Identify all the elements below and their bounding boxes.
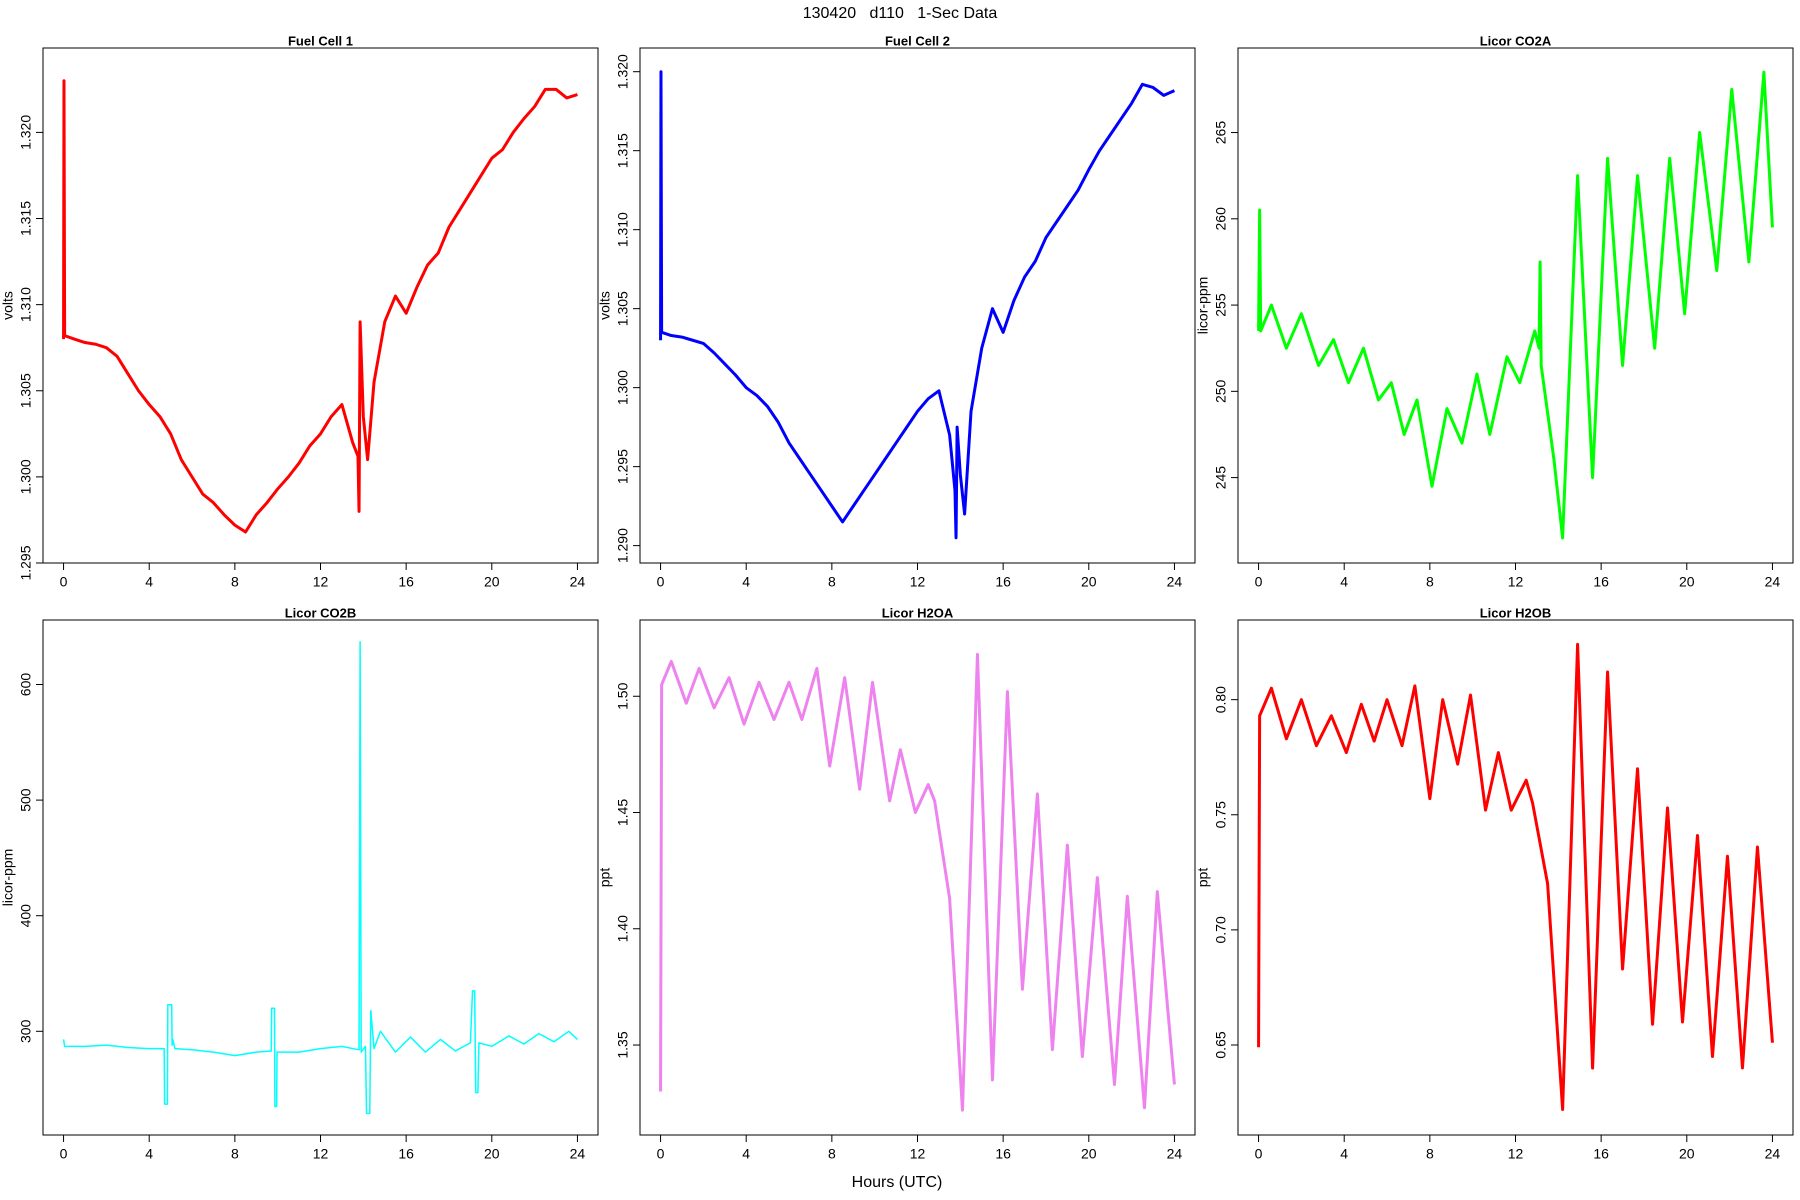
plot-frame xyxy=(1237,619,1794,1136)
y-tick-label: 245 xyxy=(1213,466,1229,490)
y-tick-label: 300 xyxy=(18,1019,34,1043)
x-tick-label: 16 xyxy=(995,1146,1011,1162)
y-tick-label: 1.305 xyxy=(615,291,631,326)
y-tick-label: 1.45 xyxy=(615,799,631,826)
x-tick-label: 24 xyxy=(1167,1146,1183,1162)
y-axis-label: licor-ppm xyxy=(1195,277,1211,335)
x-tick-label: 8 xyxy=(231,574,239,590)
y-tick-label: 265 xyxy=(1213,121,1229,145)
y-tick-label: 0.75 xyxy=(1213,801,1229,828)
y-tick-label: 260 xyxy=(1213,207,1229,231)
plot-frame xyxy=(42,619,599,1136)
y-tick-label: 1.310 xyxy=(615,212,631,247)
y-axis-label: volts xyxy=(0,291,16,320)
y-axis-label: volts xyxy=(597,291,613,320)
x-tick-label: 20 xyxy=(484,1146,500,1162)
y-tick-label: 1.295 xyxy=(18,545,34,580)
panel-title: Licor CO2B xyxy=(285,605,357,620)
x-tick-label: 24 xyxy=(1765,574,1781,590)
y-tick-label: 0.65 xyxy=(1213,1031,1229,1058)
x-tick-label: 24 xyxy=(1765,1146,1781,1162)
x-tick-label: 20 xyxy=(1081,574,1097,590)
y-tick-label: 1.295 xyxy=(615,449,631,484)
x-tick-label: 16 xyxy=(398,1146,414,1162)
y-tick-label: 250 xyxy=(1213,379,1229,403)
x-tick-label: 12 xyxy=(1508,574,1524,590)
x-tick-label: 16 xyxy=(995,574,1011,590)
y-tick-label: 1.35 xyxy=(615,1031,631,1058)
x-tick-label: 12 xyxy=(910,1146,926,1162)
y-axis-label: ppt xyxy=(1195,868,1211,888)
data-line xyxy=(62,79,578,534)
x-tick-label: 20 xyxy=(1679,1146,1695,1162)
x-tick-label: 20 xyxy=(1081,1146,1097,1162)
y-axis-label: ppt xyxy=(597,868,613,888)
y-tick-label: 1.290 xyxy=(615,528,631,563)
x-tick-label: 0 xyxy=(657,574,665,590)
panel-title: Licor CO2A xyxy=(1480,33,1552,48)
panel-title: Licor H2OA xyxy=(882,605,954,620)
x-tick-label: 12 xyxy=(313,1146,329,1162)
y-tick-label: 1.315 xyxy=(615,133,631,168)
y-tick-label: 1.50 xyxy=(615,682,631,709)
x-tick-label: 0 xyxy=(60,1146,68,1162)
x-tick-label: 12 xyxy=(1508,1146,1524,1162)
y-tick-label: 0.70 xyxy=(1213,916,1229,943)
x-tick-label: 12 xyxy=(313,574,329,590)
data-line xyxy=(1257,70,1774,540)
data-line xyxy=(62,640,578,1115)
y-tick-label: 1.300 xyxy=(18,459,34,494)
data-line xyxy=(659,70,1176,540)
x-tick-label: 8 xyxy=(828,574,836,590)
y-tick-label: 0.80 xyxy=(1213,686,1229,713)
x-tick-label: 24 xyxy=(1167,574,1183,590)
x-tick-label: 8 xyxy=(828,1146,836,1162)
x-tick-label: 24 xyxy=(570,1146,586,1162)
x-tick-label: 4 xyxy=(742,1146,750,1162)
x-tick-label: 4 xyxy=(1340,574,1348,590)
x-tick-label: 4 xyxy=(145,1146,153,1162)
x-tick-label: 0 xyxy=(1255,574,1263,590)
y-tick-label: 1.300 xyxy=(615,370,631,405)
y-tick-label: 1.320 xyxy=(18,115,34,150)
panel-title: Fuel Cell 2 xyxy=(885,33,950,48)
y-tick-label: 1.305 xyxy=(18,373,34,408)
panel-title: Licor H2OB xyxy=(1480,605,1552,620)
x-tick-label: 4 xyxy=(742,574,750,590)
panel-title: Fuel Cell 1 xyxy=(288,33,353,48)
x-tick-label: 8 xyxy=(231,1146,239,1162)
x-tick-label: 8 xyxy=(1426,1146,1434,1162)
y-tick-label: 500 xyxy=(18,788,34,812)
x-tick-label: 24 xyxy=(570,574,586,590)
data-line xyxy=(1257,642,1774,1111)
x-tick-label: 0 xyxy=(60,574,68,590)
x-tick-label: 8 xyxy=(1426,574,1434,590)
y-tick-label: 1.310 xyxy=(18,287,34,322)
x-tick-label: 16 xyxy=(1593,1146,1609,1162)
page-title: 130420 d110 1-Sec Data xyxy=(803,5,998,22)
plot-frame xyxy=(1237,47,1794,564)
x-tick-label: 4 xyxy=(1340,1146,1348,1162)
x-tick-label: 0 xyxy=(657,1146,665,1162)
x-tick-label: 0 xyxy=(1255,1146,1263,1162)
y-tick-label: 1.320 xyxy=(615,54,631,89)
y-tick-label: 255 xyxy=(1213,293,1229,317)
plot-frame xyxy=(42,47,599,564)
plot-frame xyxy=(639,47,1196,564)
x-axis-label: Hours (UTC) xyxy=(852,1174,943,1191)
data-line xyxy=(659,652,1176,1112)
x-tick-label: 16 xyxy=(1593,574,1609,590)
y-tick-label: 1.40 xyxy=(615,915,631,942)
y-tick-label: 1.315 xyxy=(18,201,34,236)
y-tick-label: 400 xyxy=(18,904,34,928)
y-tick-label: 600 xyxy=(18,673,34,697)
x-tick-label: 4 xyxy=(145,574,153,590)
x-tick-label: 20 xyxy=(1679,574,1695,590)
y-axis-label: licor-ppm xyxy=(0,849,16,907)
x-tick-label: 16 xyxy=(398,574,414,590)
x-tick-label: 20 xyxy=(484,574,500,590)
x-tick-label: 12 xyxy=(910,574,926,590)
